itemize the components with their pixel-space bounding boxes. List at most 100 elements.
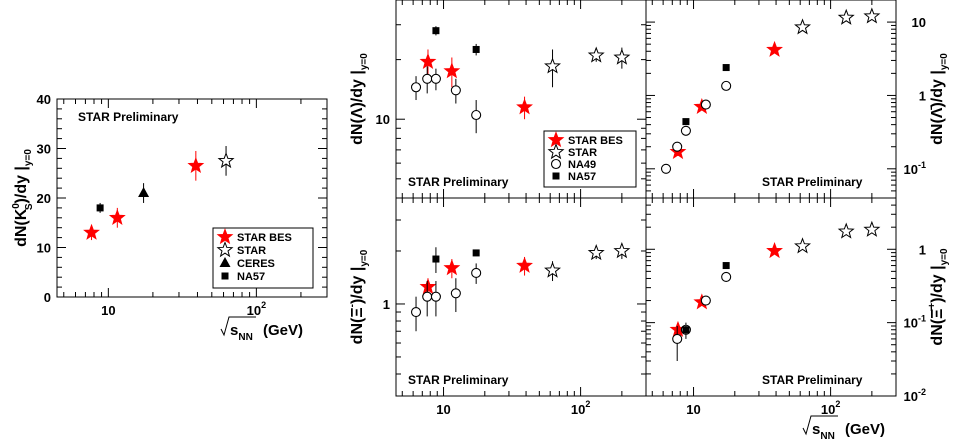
y-tick-label: 10 — [376, 112, 390, 127]
frame — [645, 197, 897, 397]
data-point — [96, 204, 104, 212]
data-point — [680, 125, 691, 136]
data-point — [471, 267, 482, 279]
y-tick-label: 40 — [37, 92, 51, 107]
data-point — [587, 243, 605, 261]
annotation-star-preliminary: STAR Preliminary — [408, 175, 509, 189]
y-tick-label: 10 — [37, 241, 51, 256]
annotation-star-preliminary: STAR Preliminary — [762, 373, 863, 387]
data-point — [450, 288, 461, 299]
x-axis-label: sNN (GeV) — [230, 322, 303, 343]
y-tick-label: 30 — [37, 142, 51, 157]
data-point — [516, 98, 533, 115]
data-point — [544, 57, 562, 74]
data-point — [187, 156, 205, 173]
legend-label: NA57 — [568, 171, 596, 183]
frame — [645, 0, 897, 199]
y-tick-label: 1 — [919, 242, 926, 257]
data-point — [108, 208, 126, 225]
data-point — [422, 291, 433, 302]
x-tick-label: 102 — [821, 399, 840, 417]
series-ceres — [138, 183, 150, 203]
y-axis-label: dN(Ξ-)/dy |y=0 — [347, 249, 370, 344]
y-tick-label: 1 — [383, 297, 390, 312]
series-star-bes — [419, 256, 533, 297]
series-na49 — [660, 80, 732, 174]
y-tick-label: 10-1 — [904, 160, 926, 177]
legend-marker — [552, 172, 560, 180]
data-point — [472, 45, 480, 53]
data-point — [471, 109, 482, 121]
series-star — [544, 242, 631, 282]
data-point — [83, 223, 100, 240]
series-na49 — [410, 66, 482, 134]
legend-label: STAR — [568, 147, 597, 159]
series-na57 — [96, 202, 104, 213]
x-tick-label: 102 — [571, 399, 590, 417]
data-point — [443, 259, 461, 276]
data-point — [544, 261, 562, 278]
panel-lambda: 10 STAR Preliminary dN(Λ)/dy |y=0 STAR BESS… — [349, 0, 647, 199]
y-tick-label: 0 — [44, 290, 51, 305]
legend-marker — [547, 143, 565, 160]
data-point — [432, 255, 440, 263]
legend-label: STAR BES — [237, 232, 292, 244]
y-tick-label: 1 — [919, 88, 926, 103]
y-tick-label: 10-2 — [904, 387, 926, 404]
legend-marker — [221, 272, 229, 280]
sqrt-sign — [802, 415, 838, 436]
data-point — [587, 46, 605, 63]
series-na57 — [682, 64, 730, 126]
legend-marker — [216, 241, 234, 258]
y-axis-label: dN(Λ)/dy |y=0 — [349, 53, 370, 145]
x-axis-label: sNN (GeV) — [812, 421, 885, 442]
series-na57 — [432, 247, 480, 273]
series-star — [544, 46, 631, 88]
y-tick-label: 10 — [912, 15, 926, 30]
legend-marker — [216, 228, 234, 245]
panel-k0s: 0 10 20 30 40 10 102 STAR Preliminary dN(K0 S)/dy… — [11, 92, 328, 343]
y-tick-label: 20 — [37, 191, 51, 206]
series-star-bes — [419, 49, 533, 120]
sqrt-sign — [220, 316, 256, 337]
annotation-star-preliminary: STAR Preliminary — [78, 110, 179, 124]
series-star — [217, 146, 235, 176]
series-star-bes — [669, 242, 783, 337]
legend-label: CERES — [237, 258, 275, 270]
y-axis-label: dN(Λ̄)/dy |y=0 — [929, 53, 950, 145]
data-point — [722, 64, 730, 72]
data-point — [419, 52, 437, 69]
legend-box — [212, 227, 314, 289]
data-point — [138, 187, 150, 198]
data-point — [613, 242, 631, 259]
data-point — [410, 82, 422, 93]
legend-marker — [219, 257, 231, 267]
data-point — [682, 118, 690, 126]
data-point — [722, 262, 730, 270]
data-point — [422, 73, 433, 84]
series-star-bes — [83, 150, 205, 241]
data-point — [430, 73, 441, 84]
annotation-star-preliminary: STAR Preliminary — [408, 373, 509, 387]
series-na49 — [410, 263, 482, 332]
panel-xi: 1 STAR Preliminary dN(Ξ-)/dy |y=0 — [347, 197, 647, 397]
data-point — [682, 326, 690, 334]
series-na57 — [682, 262, 730, 335]
data-point — [217, 151, 235, 169]
data-point — [863, 7, 881, 24]
data-point — [721, 271, 732, 282]
x-tick-label: 10 — [101, 303, 115, 318]
legend-marker — [550, 158, 562, 170]
data-point — [863, 220, 881, 237]
data-point — [450, 85, 461, 96]
x-tick-label: 10 — [436, 402, 450, 417]
data-point — [672, 141, 683, 152]
legend-label: NA49 — [568, 159, 596, 171]
panel-antixi: 10-2 10-1 1 10 102 STAR Preliminary dN(Ξ̄+)/dy… — [645, 197, 950, 442]
y-axis-label: dN(K0 S)/dy |y=0 — [11, 149, 35, 247]
data-point — [443, 62, 461, 79]
data-point — [794, 237, 812, 254]
